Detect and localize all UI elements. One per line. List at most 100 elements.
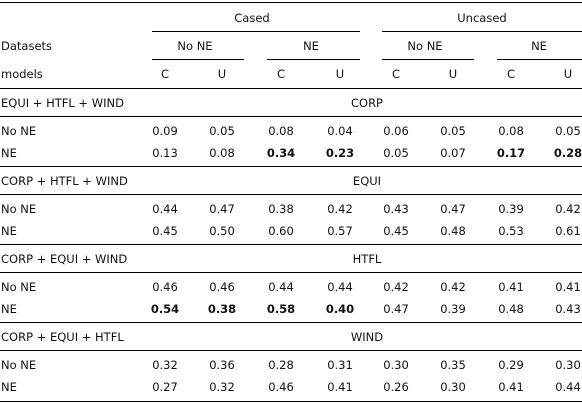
section-train-label: CORP + EQUI + WIND: [1, 252, 128, 266]
table-cell: 0.30: [383, 358, 409, 372]
table-cell: 0.54: [150, 302, 180, 316]
table-cell: 0.42: [440, 280, 466, 294]
table-cell: 0.05: [440, 124, 466, 138]
section-rule: [0, 194, 582, 195]
col-head-c: C: [160, 67, 170, 81]
header-cased-no-ne: No NE: [177, 39, 213, 53]
header-uncased: Uncased: [457, 11, 507, 25]
section-rule: [0, 350, 582, 351]
table-cell: 0.41: [555, 280, 581, 294]
table-cell: 0.45: [383, 224, 409, 238]
table-cell: 0.30: [555, 358, 581, 372]
table-cell: 0.38: [268, 202, 294, 216]
table-cell: 0.42: [383, 280, 409, 294]
col-head-c: C: [276, 67, 286, 81]
top-rule: [0, 2, 582, 4]
table-cell: 0.61: [555, 224, 581, 238]
table-cell: 0.48: [498, 302, 524, 316]
header-uncased-ne: NE: [531, 39, 547, 53]
col-head-u: U: [448, 67, 458, 81]
section-train-label: CORP + EQUI + HTFL: [1, 330, 124, 344]
row-label: NE: [1, 302, 17, 316]
row-label: No NE: [1, 358, 37, 372]
table-cell: 0.39: [498, 202, 524, 216]
header-cased-ne: NE: [303, 39, 319, 53]
table-cell: 0.13: [152, 146, 178, 160]
table-cell: 0.42: [555, 202, 581, 216]
table-cell: 0.27: [152, 380, 178, 394]
row-label: No NE: [1, 124, 37, 138]
table-cell: 0.43: [383, 202, 409, 216]
uncased-ne-underline: [497, 59, 582, 60]
table-cell: 0.31: [327, 358, 353, 372]
col-head-c: C: [391, 67, 401, 81]
table-cell: 0.08: [498, 124, 524, 138]
table-cell: 0.32: [152, 358, 178, 372]
table-cell: 0.38: [207, 302, 237, 316]
row-label: NE: [1, 146, 17, 160]
section-rule: [0, 244, 582, 245]
table-cell: 0.58: [266, 302, 296, 316]
header-uncased-no-ne: No NE: [407, 39, 443, 53]
section-test-label: WIND: [350, 330, 384, 344]
table-cell: 0.30: [440, 380, 466, 394]
table-cell: 0.46: [268, 380, 294, 394]
table-cell: 0.47: [440, 202, 466, 216]
cased-no-ne-underline: [152, 59, 244, 60]
datasets-label: Datasets: [1, 39, 53, 53]
table-cell: 0.43: [555, 302, 581, 316]
table-cell: 0.46: [209, 280, 235, 294]
table-cell: 0.35: [440, 358, 466, 372]
table-cell: 0.53: [498, 224, 524, 238]
table-cell: 0.48: [440, 224, 466, 238]
col-head-u: U: [563, 67, 573, 81]
col-head-u: U: [217, 67, 227, 81]
header-cased: Cased: [234, 11, 270, 25]
table-cell: 0.44: [327, 280, 353, 294]
table-cell: 0.42: [327, 202, 353, 216]
models-label: models: [1, 67, 43, 81]
table-cell: 0.28: [268, 358, 294, 372]
table-cell: 0.47: [383, 302, 409, 316]
table-cell: 0.07: [440, 146, 466, 160]
section-test-label: HTFL: [352, 252, 382, 266]
table-cell: 0.44: [152, 202, 178, 216]
table-cell: 0.45: [152, 224, 178, 238]
table-cell: 0.29: [498, 358, 524, 372]
row-label: NE: [1, 224, 17, 238]
table-cell: 0.32: [209, 380, 235, 394]
table-cell: 0.41: [327, 380, 353, 394]
uncased-no-ne-underline: [382, 59, 474, 60]
table-cell: 0.34: [266, 146, 296, 160]
table-cell: 0.08: [268, 124, 294, 138]
section-rule: [0, 116, 582, 117]
table-cell: 0.04: [327, 124, 353, 138]
table-cell: 0.50: [209, 224, 235, 238]
table-cell: 0.41: [498, 380, 524, 394]
table-cell: 0.46: [152, 280, 178, 294]
section-test-label: CORP: [350, 96, 383, 110]
table-cell: 0.08: [209, 146, 235, 160]
table-cell: 0.60: [268, 224, 294, 238]
table-cell: 0.06: [383, 124, 409, 138]
section-test-label: EQUI: [352, 174, 382, 188]
table-cell: 0.05: [209, 124, 235, 138]
row-label: No NE: [1, 280, 37, 294]
cased-underline: [152, 31, 360, 32]
section-rule: [0, 166, 582, 167]
table-cell: 0.40: [325, 302, 355, 316]
col-head-u: U: [335, 67, 345, 81]
table-cell: 0.44: [555, 380, 581, 394]
table-cell: 0.23: [325, 146, 355, 160]
section-train-label: CORP + HTFL + WIND: [1, 174, 128, 188]
section-train-label: EQUI + HTFL + WIND: [1, 96, 124, 110]
table-cell: 0.05: [383, 146, 409, 160]
table-cell: 0.39: [440, 302, 466, 316]
uncased-underline: [382, 31, 582, 32]
table-cell: 0.09: [152, 124, 178, 138]
cased-ne-underline: [267, 59, 360, 60]
row-label: NE: [1, 380, 17, 394]
table-cell: 0.36: [209, 358, 235, 372]
section-rule: [0, 322, 582, 323]
